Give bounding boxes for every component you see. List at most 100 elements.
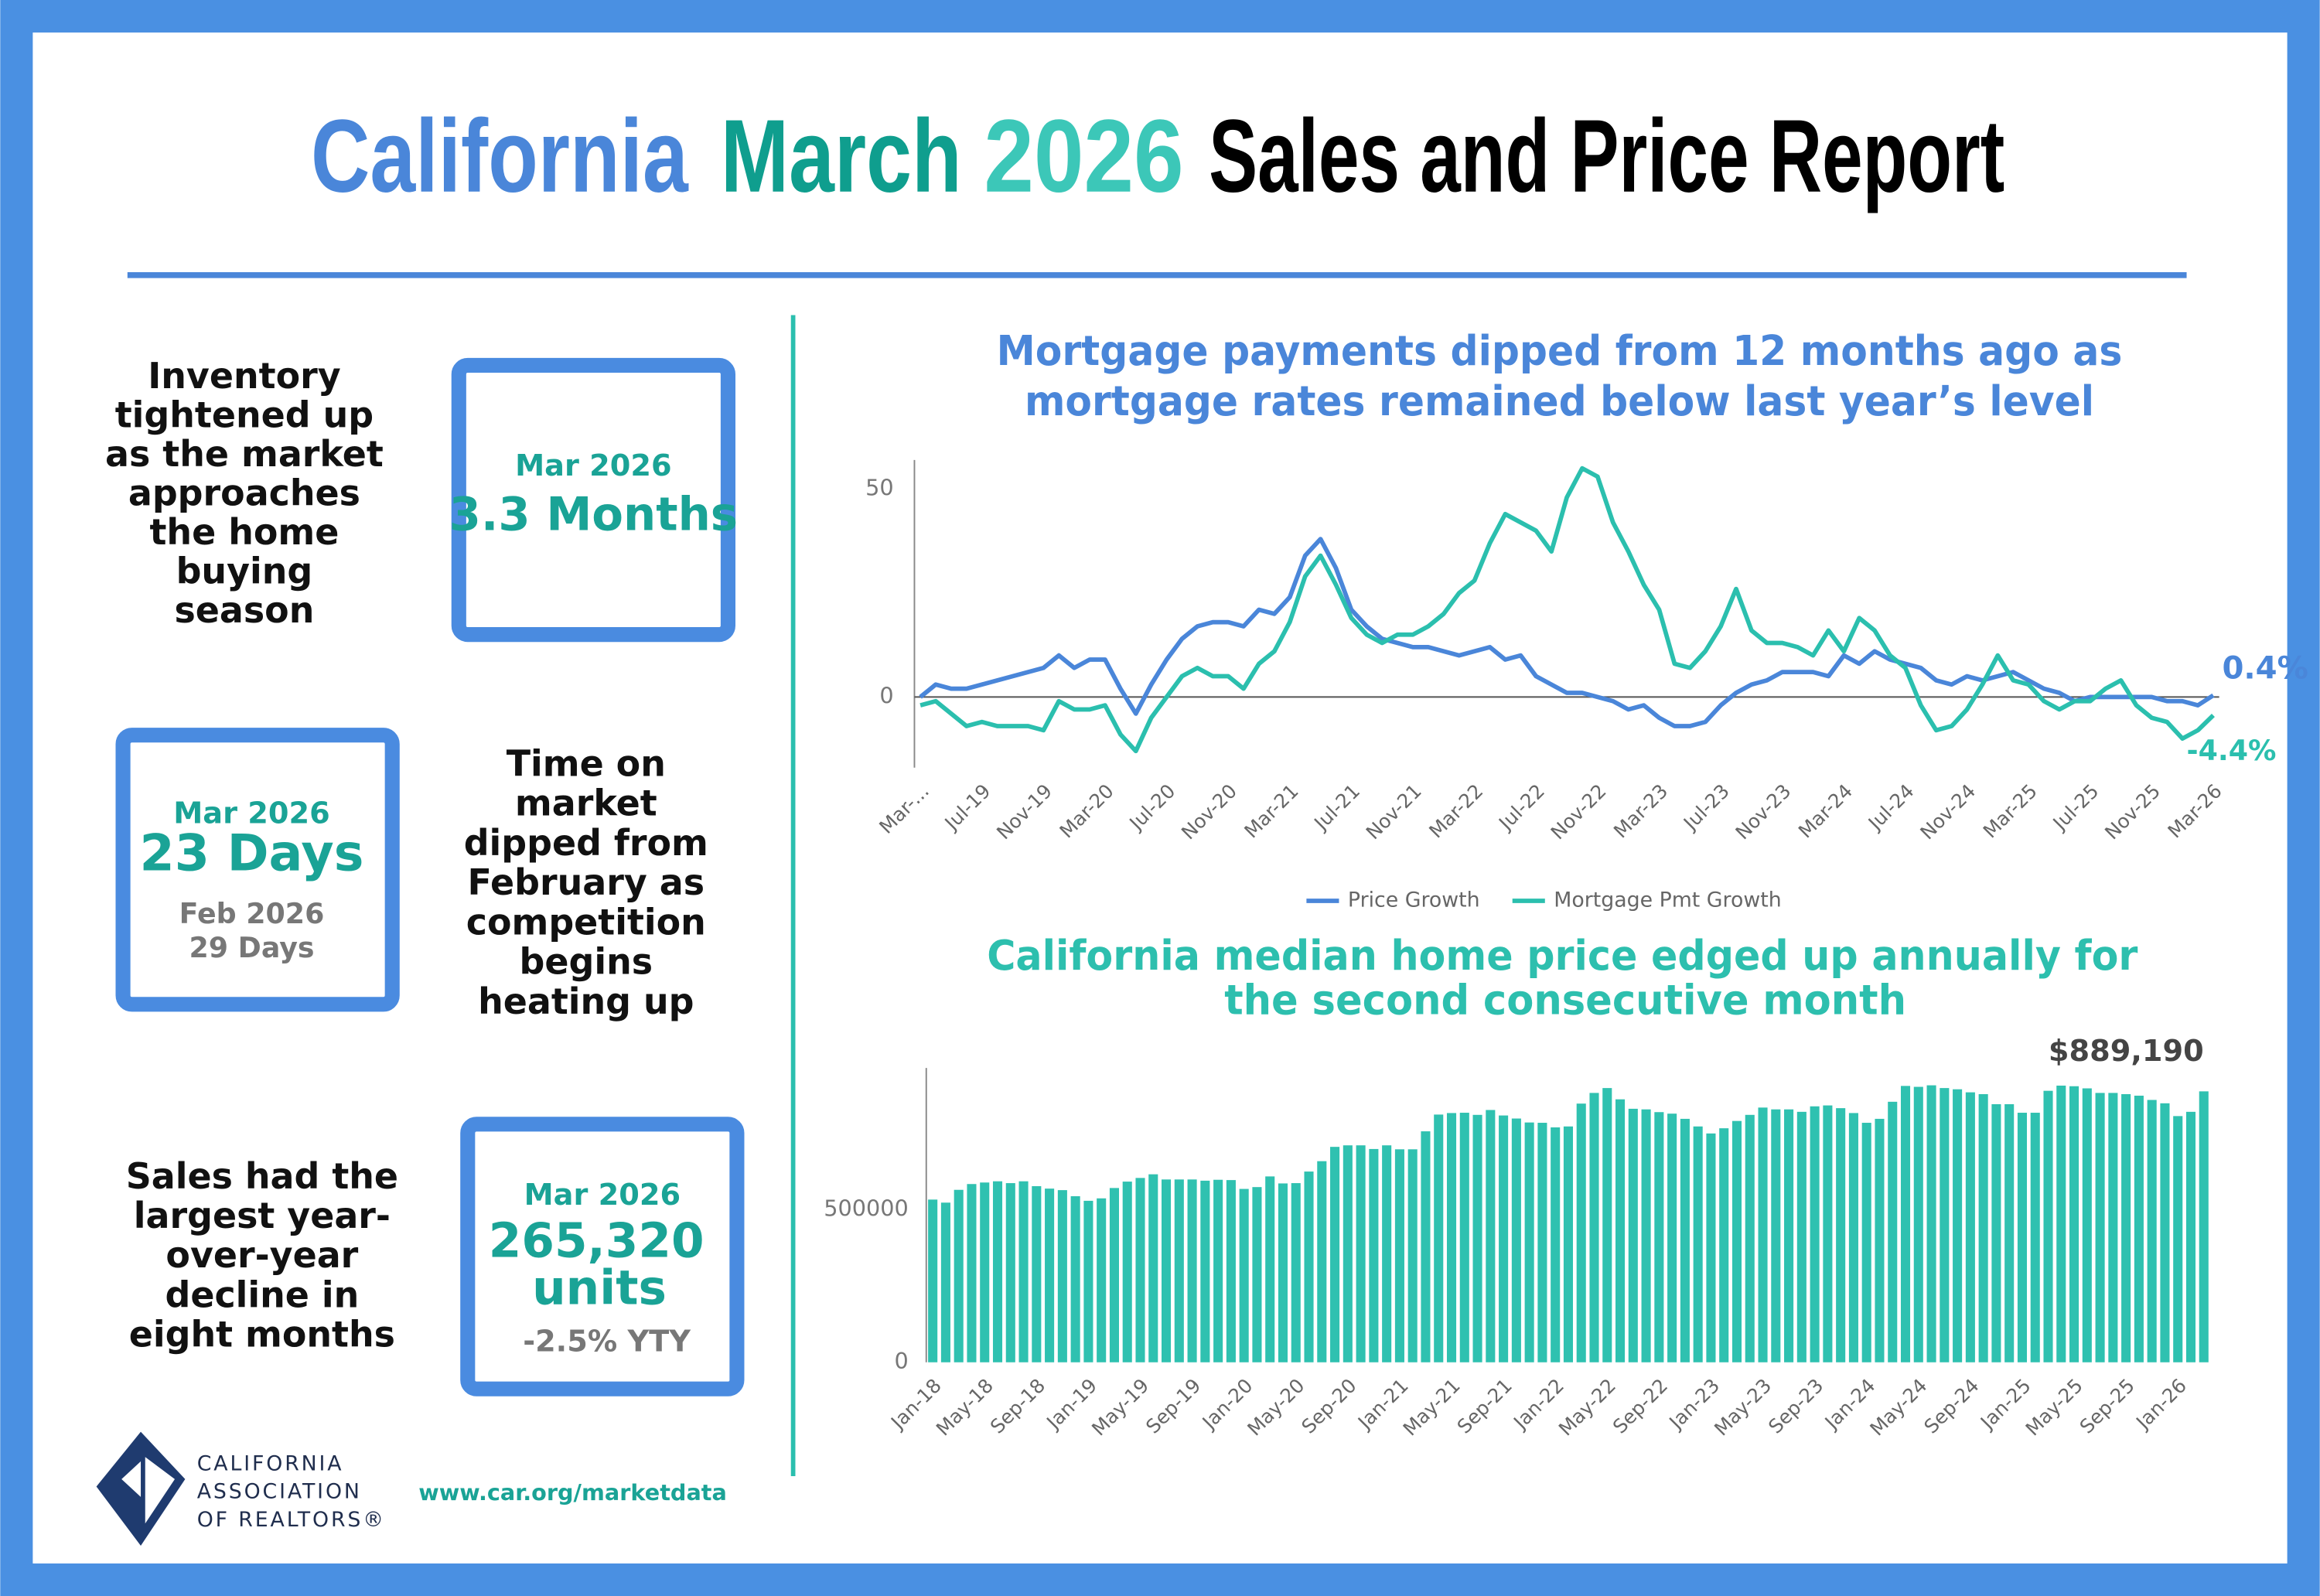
title-part: March	[721, 99, 962, 214]
bar	[1070, 1196, 1080, 1362]
chart-title: Mortgage payments dipped from 12 months …	[997, 326, 2123, 375]
note-line: dipped from	[464, 822, 708, 864]
bar	[1745, 1114, 1755, 1362]
bar	[1421, 1131, 1431, 1362]
legend-label: Price Growth	[1348, 888, 1480, 912]
bar	[1784, 1109, 1794, 1362]
note-line: market	[515, 783, 657, 824]
value-label: $889,190	[2049, 1034, 2204, 1069]
bar	[1446, 1113, 1457, 1362]
bar	[1239, 1188, 1249, 1362]
bar	[1524, 1122, 1534, 1362]
logo-icon	[96, 1431, 186, 1546]
bar	[1576, 1103, 1586, 1362]
note-line: eight months	[129, 1313, 395, 1355]
bar	[2030, 1113, 2040, 1362]
bar	[928, 1199, 938, 1362]
series-line	[919, 537, 2215, 728]
stat-text: 3.3 Months	[449, 488, 738, 541]
bar	[1589, 1093, 1599, 1362]
stat-text: Feb 2026	[179, 897, 325, 930]
bar	[1434, 1114, 1444, 1362]
chart-title: the second consecutive month	[1224, 976, 1906, 1025]
bar	[1369, 1148, 1379, 1362]
bar	[1343, 1145, 1353, 1362]
bar	[1057, 1190, 1067, 1362]
bar	[1174, 1179, 1184, 1362]
url[interactable]: www.car.org/marketdata	[418, 1479, 727, 1506]
series-line	[919, 466, 2215, 754]
bar	[1900, 1086, 1911, 1362]
note-line: buying	[176, 551, 313, 592]
y-tick-label: 0	[895, 1348, 909, 1374]
stat-text: Mar 2026	[524, 1178, 681, 1212]
bar	[1875, 1118, 1885, 1362]
bar	[1563, 1126, 1573, 1362]
note-line: decline in	[165, 1274, 359, 1315]
bar	[1926, 1085, 1936, 1362]
stat-text: 23 Days	[139, 825, 363, 883]
bar	[1265, 1176, 1275, 1362]
bar	[1719, 1128, 1729, 1362]
stat-box	[451, 357, 736, 643]
bar	[1628, 1108, 1638, 1362]
stat-text: Mar 2026	[173, 796, 330, 830]
bar	[2121, 1093, 2131, 1362]
bar	[1511, 1118, 1521, 1362]
note-line: as the market	[105, 433, 384, 475]
bar	[1810, 1106, 1820, 1362]
bar	[1693, 1126, 1703, 1362]
logo-text: OF REALTORS®	[197, 1508, 386, 1532]
bar	[954, 1189, 964, 1362]
stat-text: units	[532, 1261, 667, 1316]
bar	[1978, 1093, 1988, 1362]
bar	[1187, 1179, 1197, 1362]
bar	[1551, 1127, 1561, 1362]
bar	[2134, 1095, 2144, 1362]
bar	[2147, 1100, 2157, 1362]
bar	[1135, 1178, 1145, 1362]
bar	[967, 1184, 977, 1362]
note-line: Inventory	[148, 355, 341, 397]
stat-text: 265,320	[489, 1213, 705, 1268]
bar	[1291, 1183, 1301, 1362]
bar	[1109, 1188, 1119, 1362]
bar	[1823, 1105, 1833, 1362]
bar	[2185, 1111, 2196, 1362]
bar	[1330, 1147, 1340, 1362]
note-line: season	[174, 589, 314, 631]
bar	[1991, 1103, 2001, 1362]
bar	[1252, 1187, 1262, 1362]
logo-text: CALIFORNIA	[197, 1451, 344, 1475]
y-tick-label: 500000	[824, 1195, 909, 1222]
note-line: approaches	[128, 472, 360, 514]
note-line: competition	[466, 901, 706, 943]
bar	[1615, 1099, 1626, 1362]
title-part: California	[311, 99, 689, 214]
bar	[1213, 1179, 1223, 1362]
bar	[1459, 1113, 1469, 1362]
bar	[1913, 1086, 1923, 1362]
bar	[1796, 1111, 1807, 1362]
bar	[2160, 1103, 2170, 1362]
bar	[2173, 1116, 2183, 1362]
bar	[1122, 1182, 1132, 1362]
bar	[1537, 1123, 1547, 1362]
bar	[1641, 1109, 1651, 1362]
bar	[980, 1182, 990, 1362]
note-line: Time on	[507, 742, 666, 784]
bar	[2017, 1113, 2027, 1362]
bar	[1965, 1092, 1975, 1362]
legend-label: Mortgage Pmt Growth	[1554, 888, 1781, 912]
bar	[1836, 1108, 1846, 1362]
stat-box	[115, 728, 400, 1012]
bar	[1602, 1088, 1612, 1362]
bar	[1731, 1120, 1742, 1362]
bar	[1407, 1149, 1418, 1362]
bar	[2004, 1103, 2015, 1362]
bar	[2043, 1090, 2053, 1362]
bar	[1382, 1145, 1392, 1362]
title-part: 2026	[984, 99, 1183, 214]
